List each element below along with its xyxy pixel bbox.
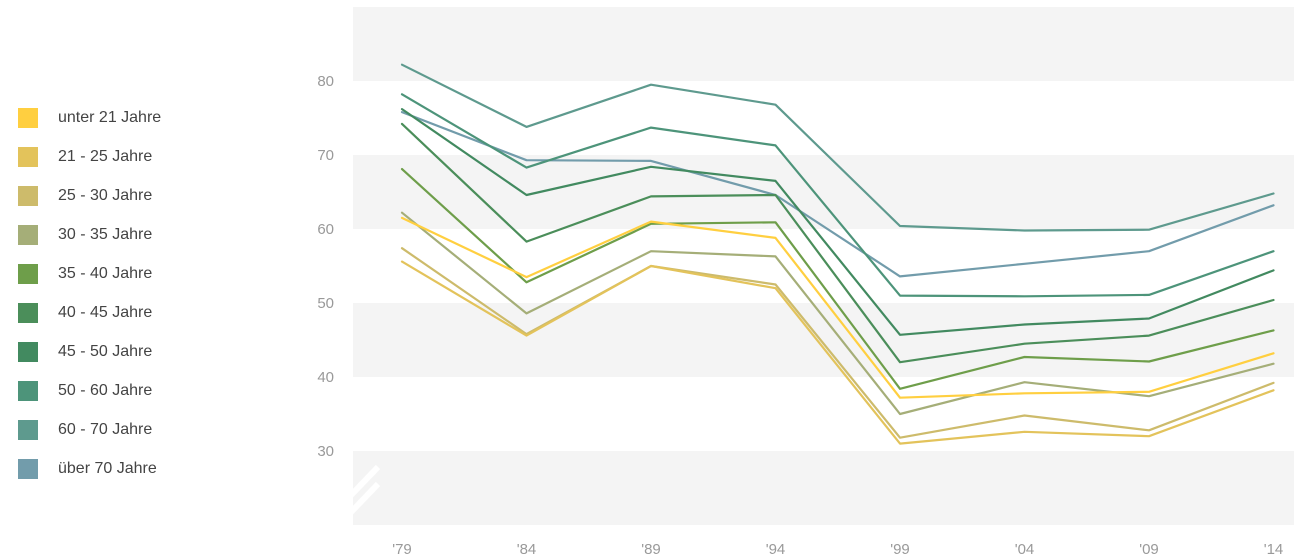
legend-item: 40 - 45 Jahre [18, 302, 161, 341]
legend-item: 45 - 50 Jahre [18, 341, 161, 380]
grid-band [353, 155, 1294, 229]
legend-swatch [18, 186, 38, 206]
legend-item: 25 - 30 Jahre [18, 185, 161, 224]
grid-band [353, 451, 1294, 525]
legend-label: 30 - 35 Jahre [58, 226, 153, 243]
y-tick-label: 60 [317, 221, 334, 238]
series-lines [400, 63, 1275, 445]
legend-item: 60 - 70 Jahre [18, 419, 161, 458]
x-tick-label: '94 [766, 541, 786, 558]
legend-label: 40 - 45 Jahre [58, 304, 153, 321]
grid-band [353, 7, 1294, 81]
legend: unter 21 Jahre 21 - 25 Jahre 25 - 30 Jahre… [18, 107, 161, 497]
legend-swatch [18, 264, 38, 284]
legend-item: 30 - 35 Jahre [18, 224, 161, 263]
legend-label: 25 - 30 Jahre [58, 187, 153, 204]
legend-item: unter 21 Jahre [18, 107, 161, 146]
legend-swatch [18, 420, 38, 440]
series-line [400, 63, 1275, 232]
series-line [400, 168, 1275, 390]
series-line [400, 107, 1275, 336]
legend-swatch [18, 459, 38, 479]
plot-background [353, 7, 1294, 525]
series-line [400, 260, 1275, 445]
legend-label: 35 - 40 Jahre [58, 265, 153, 282]
axis-break-marker [329, 464, 381, 535]
grid-band [353, 81, 1294, 155]
legend-item: 21 - 25 Jahre [18, 146, 161, 185]
series-line [400, 211, 1275, 416]
legend-item: 50 - 60 Jahre [18, 380, 161, 419]
y-tick-label: 80 [317, 73, 334, 90]
x-axis: '79 '84 '89 '94 '99 '04 '09 '14 [392, 541, 1283, 558]
legend-label: 45 - 50 Jahre [58, 343, 153, 360]
x-tick-label: '04 [1015, 541, 1035, 558]
series-line [400, 122, 1275, 364]
legend-label: 60 - 70 Jahre [58, 421, 153, 438]
grid-band [353, 303, 1294, 377]
y-tick-label: 30 [317, 443, 334, 460]
x-tick-label: '14 [1264, 541, 1284, 558]
series-line [400, 216, 1275, 399]
x-tick-label: '99 [890, 541, 910, 558]
x-tick-label: '09 [1139, 541, 1159, 558]
y-tick-label: 40 [317, 369, 334, 386]
legend-swatch [18, 225, 38, 245]
legend-swatch [18, 147, 38, 167]
x-tick-label: '89 [641, 541, 661, 558]
x-tick-label: '79 [392, 541, 412, 558]
grid-band [353, 377, 1294, 451]
y-tick-label: 70 [317, 147, 334, 164]
legend-label: über 70 Jahre [58, 460, 157, 477]
x-tick-label: '84 [517, 541, 537, 558]
series-line [400, 93, 1275, 298]
legend-swatch [18, 381, 38, 401]
legend-label: 50 - 60 Jahre [58, 382, 153, 399]
legend-label: 21 - 25 Jahre [58, 148, 153, 165]
legend-item: über 70 Jahre [18, 458, 161, 497]
legend-label: unter 21 Jahre [58, 109, 162, 126]
y-tick-label: 50 [317, 295, 334, 312]
legend-swatch [18, 342, 38, 362]
legend-swatch [18, 303, 38, 323]
y-axis: 30 40 50 60 70 80 [317, 73, 334, 460]
legend-item: 35 - 40 Jahre [18, 263, 161, 302]
legend-swatch [18, 108, 38, 128]
